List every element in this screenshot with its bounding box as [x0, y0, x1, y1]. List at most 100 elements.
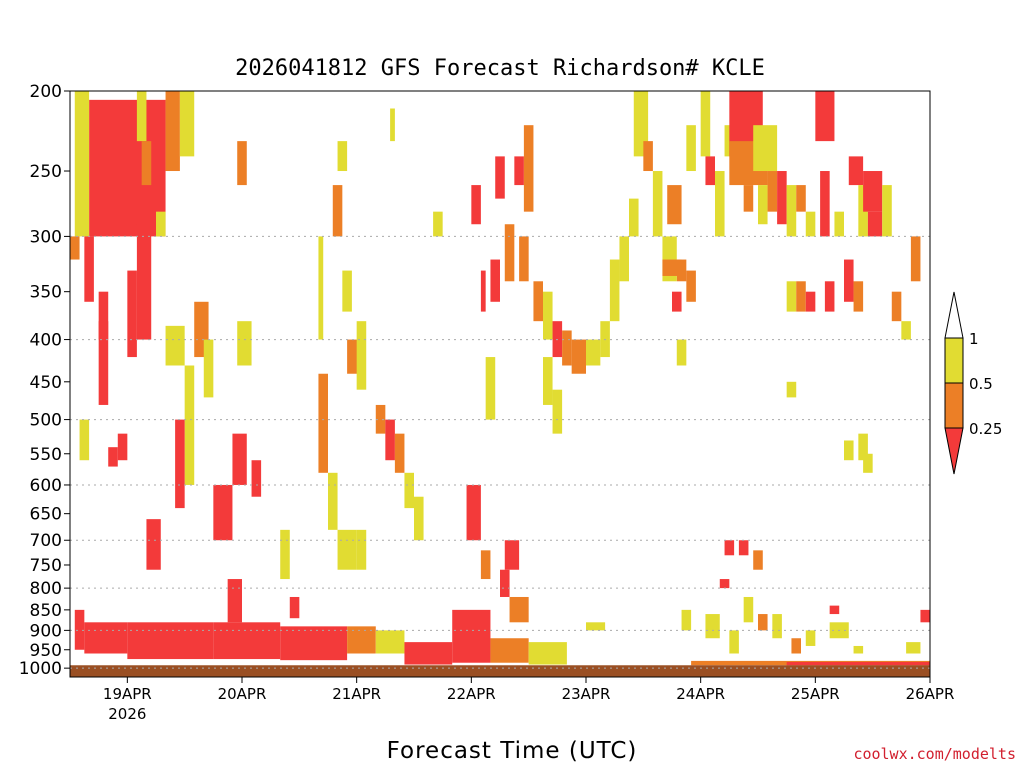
heatmap-cell-orange	[910, 236, 921, 282]
heatmap-cell-red	[786, 661, 930, 666]
heatmap-cell-yellow	[337, 529, 357, 570]
heatmap-cell-red	[738, 540, 749, 556]
heatmap-cell-yellow	[237, 321, 252, 366]
heatmap-cell-red	[920, 609, 930, 623]
heatmap-cells	[70, 91, 930, 666]
y-tick-label: 800	[30, 579, 62, 599]
heatmap-cell-yellow	[203, 339, 214, 398]
legend-top-arrow	[944, 291, 964, 339]
heatmap-cell-yellow	[485, 357, 496, 420]
legend-level-label: 0.5	[969, 375, 993, 393]
legend-bin-red	[944, 427, 964, 475]
y-tick-label: 550	[30, 445, 62, 465]
heatmap-cell-orange	[504, 224, 515, 282]
heatmap-cell-red	[514, 156, 524, 186]
heatmap-cell-red	[98, 321, 109, 405]
heatmap-cell-red	[404, 642, 453, 665]
heatmap-cell-orange	[523, 125, 534, 212]
heatmap-cell-yellow	[543, 291, 553, 340]
heatmap-cell-orange	[332, 185, 343, 237]
heatmap-cell-yellow	[356, 321, 367, 390]
heatmap-cell-orange	[891, 291, 902, 322]
heatmap-cell-yellow	[356, 529, 367, 570]
legend-bin-yellow	[944, 337, 964, 384]
y-tick-label: 250	[30, 162, 62, 182]
y-axis: 200 250 300 350 400 450 500 550 600 650 700 750 8008…	[19, 82, 70, 679]
heatmap-cell-red	[213, 484, 233, 541]
heatmap-cell-orange	[562, 330, 572, 366]
heatmap-cell-red	[705, 156, 715, 186]
heatmap-cell-yellow	[786, 185, 797, 237]
y-tick-label: 750	[30, 556, 62, 576]
heatmap-cell-yellow	[743, 596, 754, 623]
heatmap-cell-red	[777, 171, 787, 225]
heatmap-cell-yellow	[552, 389, 563, 434]
heatmap-cell-red	[844, 259, 854, 302]
heatmap-cell-red	[175, 419, 185, 509]
legend-level-label: 0.25	[969, 420, 1002, 438]
heatmap-cell-red	[724, 540, 735, 556]
plot-frame	[69, 90, 931, 678]
y-tick-label: 300	[30, 227, 62, 247]
x-tick-sublabel: 2026	[108, 705, 146, 723]
heatmap-cell-orange	[796, 185, 806, 212]
heatmap-cell-yellow	[328, 472, 338, 530]
heatmap-cell-yellow	[390, 108, 395, 142]
heatmap-cell-yellow	[901, 321, 911, 340]
x-tick-label: 24APR	[676, 685, 725, 703]
heatmap-cell-orange	[662, 259, 682, 276]
heatmap-cell-orange	[519, 236, 529, 282]
heatmap-cell-yellow	[609, 259, 620, 322]
heatmap-cell-orange	[743, 185, 754, 212]
heatmap-cell-red	[500, 569, 510, 597]
heatmap-cell-yellow	[342, 270, 352, 312]
heatmap-cell-yellow	[156, 211, 166, 237]
heatmap-cell-red	[815, 91, 835, 142]
heatmap-cell-yellow	[805, 630, 816, 646]
x-tick-label: 20APR	[218, 685, 267, 703]
heatmap-cell-yellow	[705, 614, 720, 639]
heatmap-cell-orange	[796, 281, 806, 312]
x-tick-label: 22APR	[447, 685, 496, 703]
legend-level-label: 1	[969, 330, 979, 348]
heatmap-cell-yellow	[772, 614, 782, 639]
heatmap-cell-orange	[667, 185, 682, 225]
heatmap-cell-red	[232, 433, 247, 485]
x-tick-label: 19APR	[103, 685, 152, 703]
heatmap-cell-yellow	[543, 357, 553, 405]
heatmap-cell-red	[289, 596, 300, 619]
heatmap-cell-yellow	[681, 609, 692, 631]
x-tick-label: 23APR	[562, 685, 611, 703]
heatmap-cell-yellow	[805, 211, 816, 237]
heatmap-cell-red	[452, 609, 491, 663]
heatmap-cell-red	[466, 484, 481, 541]
heatmap-cell-yellow	[753, 125, 778, 172]
heatmap-cell-red	[480, 270, 486, 312]
ground-surface	[70, 665, 930, 677]
heatmap-cell-orange	[686, 270, 696, 302]
heatmap-cell-red	[136, 224, 152, 340]
heatmap-cell-red	[84, 622, 128, 654]
y-tick-label: 700	[30, 531, 62, 551]
heatmap-cell-yellow	[906, 642, 921, 654]
heatmap-cell-yellow	[786, 281, 797, 312]
heatmap-cell-yellow	[652, 171, 663, 237]
heatmap-cell-orange	[165, 91, 180, 172]
heatmap-cell-orange	[375, 404, 386, 434]
heatmap-cell-red	[146, 519, 161, 570]
heatmap-cell-red	[820, 171, 830, 237]
heatmap-cell-red	[84, 236, 94, 302]
y-tick-label: 600	[30, 476, 62, 496]
heatmap-cell-yellow	[686, 125, 696, 172]
heatmap-cell-yellow	[882, 185, 892, 237]
heatmap-cell-red	[251, 460, 262, 497]
x-axis: 19APR 2026 20APR 21APR 22APR 23APR 24APR 25APR 2…	[103, 677, 954, 723]
heatmap-cell-orange	[141, 141, 152, 186]
heatmap-cell-yellow	[858, 433, 868, 461]
heatmap-cell-yellow	[74, 91, 90, 237]
y-tick-label: 650	[30, 505, 62, 525]
heatmap-cell-orange	[791, 638, 801, 654]
heatmap-cell-yellow	[844, 440, 854, 461]
y-tick-label: 450	[30, 373, 62, 393]
